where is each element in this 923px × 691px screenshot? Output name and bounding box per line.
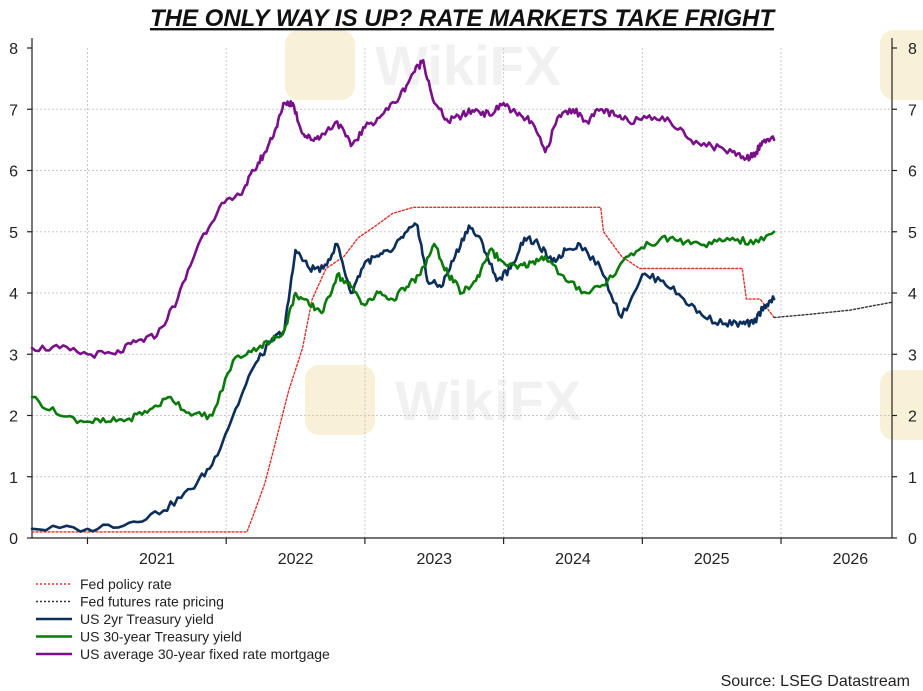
legend-label: US 30-year Treasury yield: [80, 629, 242, 645]
watermark-logo-icon: [880, 30, 923, 100]
legend-label: Fed futures rate pricing: [80, 594, 224, 610]
x-tick-label: 2021: [139, 551, 175, 568]
y-tick-label-right: 7: [908, 102, 917, 119]
watermark-logo-icon: [285, 30, 355, 100]
y-tick-label-left: 5: [9, 225, 18, 242]
legend-label: Fed policy rate: [80, 576, 172, 592]
x-tick-label: 2023: [416, 551, 452, 568]
y-tick-label-right: 1: [908, 470, 917, 487]
y-tick-label-right: 5: [908, 225, 917, 242]
y-tick-label-right: 4: [908, 286, 917, 303]
y-tick-label-left: 6: [9, 164, 18, 181]
y-tick-label-right: 8: [908, 41, 917, 58]
y-tick-label-right: 6: [908, 164, 917, 181]
y-tick-label-right: 2: [908, 409, 917, 426]
series-line-us-2yr-treasury-yield: [30, 222, 776, 533]
x-tick-label: 2026: [833, 551, 869, 568]
legend-label: US 2yr Treasury yield: [80, 611, 214, 627]
chart-title: THE ONLY WAY IS UP? RATE MARKETS TAKE FR…: [150, 5, 776, 32]
series-line-us-30-year-treasury-yield: [30, 230, 776, 425]
x-tick-label: 2025: [694, 551, 730, 568]
y-tick-label-left: 0: [9, 531, 18, 548]
y-tick-label-right: 0: [908, 531, 917, 548]
series-line-fed-policy-rate: [31, 206, 775, 533]
legend-label: US average 30-year fixed rate mortgage: [80, 646, 330, 662]
watermark-logo-icon: [305, 365, 375, 435]
y-tick-label-left: 1: [9, 470, 18, 487]
watermark-layer: WikiFX WikiFX: [285, 30, 923, 440]
y-tick-label-left: 3: [9, 347, 18, 364]
series-layer: [30, 59, 893, 533]
series-line-fed-futures-rate-pricing: [773, 301, 893, 319]
source-note: Source: LSEG Datastream: [721, 673, 910, 690]
watermark-text: WikiFX: [395, 369, 581, 432]
watermark-logo-icon: [880, 370, 923, 440]
series-line-us-average-30-year-fixed-rate-mortgage: [30, 59, 776, 359]
y-tick-label-left: 7: [9, 102, 18, 119]
y-tick-label-left: 4: [9, 286, 18, 303]
axes: 0 0 1 1 2 2 3 3 4 4 5 5 6 6 7 7 8 8 2021 2022 2023 2024 2025 20…: [9, 38, 917, 568]
y-tick-label-left: 2: [9, 409, 18, 426]
x-tick-label: 2022: [278, 551, 314, 568]
y-tick-label-right: 3: [908, 347, 917, 364]
y-tick-label-left: 8: [9, 41, 18, 58]
x-tick-label: 2024: [555, 551, 591, 568]
